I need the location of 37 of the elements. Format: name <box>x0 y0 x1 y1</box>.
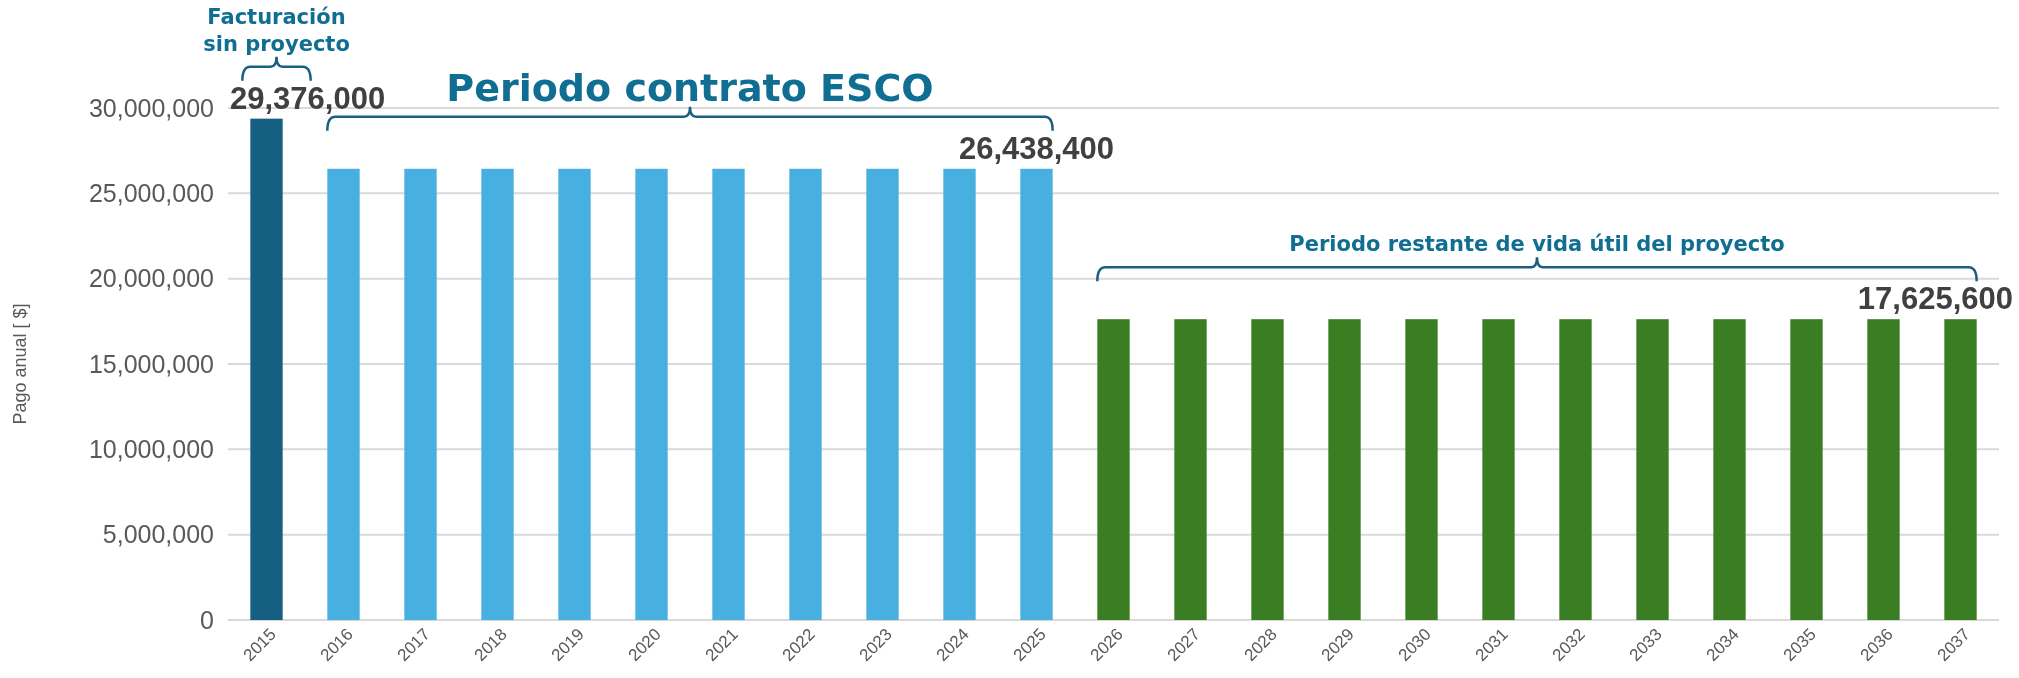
bar <box>943 168 976 620</box>
annotation: Periodo contrato ESCO <box>446 65 934 110</box>
bar <box>250 118 283 620</box>
bar <box>1867 319 1900 620</box>
bar <box>1559 319 1592 620</box>
y-tick-label: 10,000,000 <box>88 434 214 463</box>
y-tick-label: 25,000,000 <box>88 178 214 207</box>
bar <box>1405 319 1438 620</box>
bar <box>1097 319 1130 620</box>
y-tick-label: 15,000,000 <box>88 349 214 378</box>
bar <box>1020 168 1053 620</box>
bar <box>481 168 514 620</box>
bar <box>789 168 822 620</box>
bar <box>866 168 899 620</box>
bar <box>404 168 437 620</box>
bar <box>1482 319 1515 620</box>
bar <box>558 168 591 620</box>
bar <box>1636 319 1669 620</box>
bar <box>327 168 360 620</box>
bar <box>635 168 668 620</box>
data-label: 17,625,600 <box>1857 281 2013 317</box>
y-tick-label: 30,000,000 <box>88 93 214 122</box>
text: Facturación sin proyecto <box>203 5 350 56</box>
y-axis-title: Pago anual [ $] <box>10 303 30 425</box>
bar <box>1328 319 1361 620</box>
y-tick-label: 0 <box>200 605 214 634</box>
y-tick-label: 5,000,000 <box>102 520 214 549</box>
bar <box>1251 319 1284 620</box>
y-tick-label: 20,000,000 <box>88 264 214 293</box>
bar <box>1174 319 1207 620</box>
data-label: 26,438,400 <box>958 130 1115 166</box>
bar <box>1944 319 1977 620</box>
bar <box>1713 319 1746 620</box>
bar <box>1790 319 1823 620</box>
annotation: Periodo restante de vida útil del proyecto <box>1289 232 1785 257</box>
data-label: 29,376,000 <box>230 80 386 116</box>
bar <box>712 168 745 620</box>
